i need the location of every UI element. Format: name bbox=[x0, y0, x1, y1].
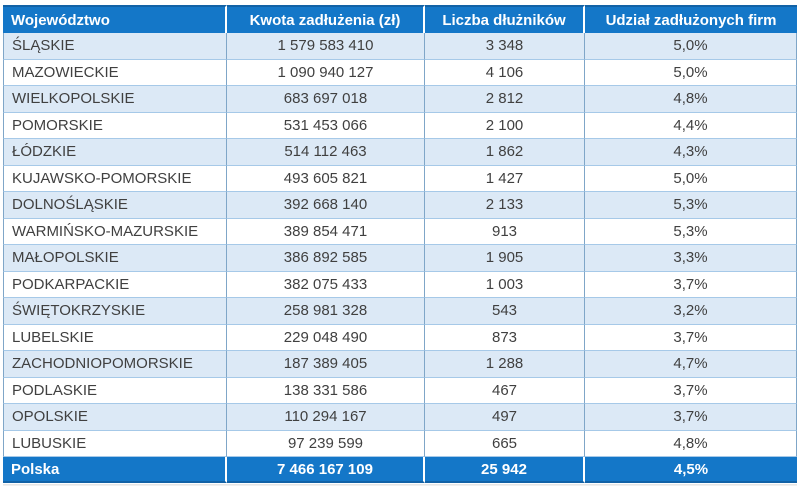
share-cell: 3,3% bbox=[585, 245, 797, 272]
total-share-cell: 4,5% bbox=[585, 457, 797, 483]
share-cell: 5,3% bbox=[585, 192, 797, 219]
region-cell: PODKARPACKIE bbox=[3, 271, 227, 298]
table-bottom-shadow bbox=[3, 484, 797, 486]
region-cell: DOLNOŚLĄSKIE bbox=[3, 192, 227, 219]
share-cell: 3,7% bbox=[585, 271, 797, 298]
debt-cell: 382 075 433 bbox=[227, 271, 425, 298]
table-row: POMORSKIE 531 453 066 2 100 4,4% bbox=[3, 112, 797, 139]
debt-cell: 187 389 405 bbox=[227, 351, 425, 378]
debt-cell: 531 453 066 bbox=[227, 112, 425, 139]
total-label-cell: Polska bbox=[3, 457, 227, 483]
total-debtors-cell: 25 942 bbox=[425, 457, 585, 483]
debt-cell: 138 331 586 bbox=[227, 377, 425, 404]
table-row: LUBUSKIE 97 239 599 665 4,8% bbox=[3, 430, 797, 457]
table-row: DOLNOŚLĄSKIE 392 668 140 2 133 5,3% bbox=[3, 192, 797, 219]
table-row: ŚLĄSKIE 1 579 583 410 3 348 5,0% bbox=[3, 33, 797, 60]
table-row: ŁÓDZKIE 514 112 463 1 862 4,3% bbox=[3, 139, 797, 166]
region-cell: WARMIŃSKO-MAZURSKIE bbox=[3, 218, 227, 245]
debt-by-voivodeship-table: Województwo Kwota zadłużenia (zł) Liczba… bbox=[3, 5, 797, 483]
share-cell: 4,8% bbox=[585, 86, 797, 113]
debt-cell: 493 605 821 bbox=[227, 165, 425, 192]
table-row: PODLASKIE 138 331 586 467 3,7% bbox=[3, 377, 797, 404]
table-row: ZACHODNIOPOMORSKIE 187 389 405 1 288 4,7% bbox=[3, 351, 797, 378]
table-row: KUJAWSKO-POMORSKIE 493 605 821 1 427 5,0% bbox=[3, 165, 797, 192]
table-row: LUBELSKIE 229 048 490 873 3,7% bbox=[3, 324, 797, 351]
debtors-cell: 467 bbox=[425, 377, 585, 404]
debt-cell: 683 697 018 bbox=[227, 86, 425, 113]
share-cell: 4,7% bbox=[585, 351, 797, 378]
share-cell: 4,8% bbox=[585, 430, 797, 457]
share-cell: 3,2% bbox=[585, 298, 797, 325]
table-row: OPOLSKIE 110 294 167 497 3,7% bbox=[3, 404, 797, 431]
region-cell: MAŁOPOLSKIE bbox=[3, 245, 227, 272]
debtors-cell: 1 905 bbox=[425, 245, 585, 272]
column-header-liczba-dluznikow: Liczba dłużników bbox=[425, 5, 585, 33]
share-cell: 4,3% bbox=[585, 139, 797, 166]
region-cell: ŁÓDZKIE bbox=[3, 139, 227, 166]
debtors-cell: 543 bbox=[425, 298, 585, 325]
region-cell: MAZOWIECKIE bbox=[3, 59, 227, 86]
total-debt-cell: 7 466 167 109 bbox=[227, 457, 425, 483]
table-row: ŚWIĘTOKRZYSKIE 258 981 328 543 3,2% bbox=[3, 298, 797, 325]
debt-cell: 110 294 167 bbox=[227, 404, 425, 431]
region-cell: ZACHODNIOPOMORSKIE bbox=[3, 351, 227, 378]
region-cell: OPOLSKIE bbox=[3, 404, 227, 431]
share-cell: 3,7% bbox=[585, 404, 797, 431]
debtors-cell: 2 812 bbox=[425, 86, 585, 113]
debtors-cell: 913 bbox=[425, 218, 585, 245]
share-cell: 3,7% bbox=[585, 377, 797, 404]
debtors-cell: 3 348 bbox=[425, 33, 585, 60]
debt-cell: 389 854 471 bbox=[227, 218, 425, 245]
total-row: Polska 7 466 167 109 25 942 4,5% bbox=[3, 457, 797, 483]
debt-cell: 392 668 140 bbox=[227, 192, 425, 219]
debtors-cell: 873 bbox=[425, 324, 585, 351]
table-row: PODKARPACKIE 382 075 433 1 003 3,7% bbox=[3, 271, 797, 298]
header-row: Województwo Kwota zadłużenia (zł) Liczba… bbox=[3, 5, 797, 33]
region-cell: LUBELSKIE bbox=[3, 324, 227, 351]
table-row: WARMIŃSKO-MAZURSKIE 389 854 471 913 5,3% bbox=[3, 218, 797, 245]
share-cell: 5,0% bbox=[585, 33, 797, 60]
column-header-kwota-zadluzenia: Kwota zadłużenia (zł) bbox=[227, 5, 425, 33]
region-cell: ŚLĄSKIE bbox=[3, 33, 227, 60]
debt-cell: 386 892 585 bbox=[227, 245, 425, 272]
region-cell: LUBUSKIE bbox=[3, 430, 227, 457]
debtors-cell: 1 427 bbox=[425, 165, 585, 192]
column-header-wojewodztwo: Województwo bbox=[3, 5, 227, 33]
debtors-cell: 2 133 bbox=[425, 192, 585, 219]
debt-cell: 229 048 490 bbox=[227, 324, 425, 351]
region-cell: POMORSKIE bbox=[3, 112, 227, 139]
debtors-cell: 1 862 bbox=[425, 139, 585, 166]
table-row: MAZOWIECKIE 1 090 940 127 4 106 5,0% bbox=[3, 59, 797, 86]
debt-cell: 258 981 328 bbox=[227, 298, 425, 325]
table-body: ŚLĄSKIE 1 579 583 410 3 348 5,0% MAZOWIECKIE… bbox=[3, 33, 797, 457]
table-row: MAŁOPOLSKIE 386 892 585 1 905 3,3% bbox=[3, 245, 797, 272]
share-cell: 5,3% bbox=[585, 218, 797, 245]
column-header-udzial-firm: Udział zadłużonych firm bbox=[585, 5, 797, 33]
debtors-cell: 4 106 bbox=[425, 59, 585, 86]
debtors-cell: 665 bbox=[425, 430, 585, 457]
debt-cell: 1 579 583 410 bbox=[227, 33, 425, 60]
region-cell: WIELKOPOLSKIE bbox=[3, 86, 227, 113]
debtors-cell: 2 100 bbox=[425, 112, 585, 139]
share-cell: 3,7% bbox=[585, 324, 797, 351]
debtors-cell: 1 003 bbox=[425, 271, 585, 298]
table-row: WIELKOPOLSKIE 683 697 018 2 812 4,8% bbox=[3, 86, 797, 113]
region-cell: ŚWIĘTOKRZYSKIE bbox=[3, 298, 227, 325]
debtors-cell: 1 288 bbox=[425, 351, 585, 378]
debt-cell: 97 239 599 bbox=[227, 430, 425, 457]
debt-cell: 514 112 463 bbox=[227, 139, 425, 166]
region-cell: PODLASKIE bbox=[3, 377, 227, 404]
debtors-cell: 497 bbox=[425, 404, 585, 431]
share-cell: 4,4% bbox=[585, 112, 797, 139]
debt-cell: 1 090 940 127 bbox=[227, 59, 425, 86]
share-cell: 5,0% bbox=[585, 59, 797, 86]
region-cell: KUJAWSKO-POMORSKIE bbox=[3, 165, 227, 192]
share-cell: 5,0% bbox=[585, 165, 797, 192]
